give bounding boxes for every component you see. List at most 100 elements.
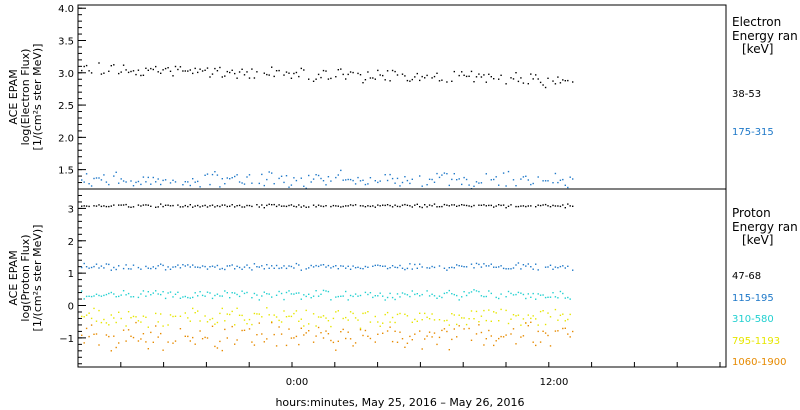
data-point [85, 205, 88, 207]
data-point [480, 204, 483, 206]
data-point [98, 267, 100, 269]
data-point [517, 291, 520, 294]
data-point [253, 292, 256, 295]
data-point [288, 265, 290, 267]
data-point [505, 83, 507, 85]
data-point [421, 75, 423, 78]
data-point [251, 68, 253, 70]
data-point [221, 307, 223, 310]
data-point [189, 320, 191, 322]
data-point [357, 295, 359, 297]
data-point [483, 204, 485, 206]
data-point [88, 267, 90, 269]
data-point [103, 72, 105, 74]
data-point [90, 72, 93, 74]
data-point [367, 335, 369, 337]
data-point [88, 70, 90, 72]
data-point [108, 70, 110, 72]
data-point [557, 205, 559, 207]
data-point [394, 266, 396, 268]
data-point [226, 313, 228, 315]
data-point [214, 206, 216, 208]
data-point [130, 335, 132, 337]
data-point [224, 183, 226, 185]
data-point [500, 335, 502, 338]
data-point [110, 65, 112, 67]
data-point [340, 265, 342, 267]
data-point [155, 65, 157, 68]
data-point [409, 182, 411, 185]
data-point [522, 335, 525, 337]
data-point [241, 290, 243, 292]
data-point [108, 183, 110, 186]
data-point [103, 294, 105, 297]
series-1060-1900 [81, 321, 574, 352]
data-point [179, 206, 182, 208]
data-point [179, 297, 182, 299]
data-point [419, 79, 421, 82]
data-point [256, 334, 258, 336]
data-point [342, 179, 344, 181]
data-point [544, 332, 547, 334]
data-point [219, 340, 221, 343]
data-point [169, 70, 172, 72]
data-point [411, 339, 413, 341]
data-point [113, 204, 115, 206]
data-point [243, 206, 246, 208]
data-point [480, 315, 483, 317]
data-point [446, 81, 448, 83]
data-point [431, 178, 433, 181]
data-point [271, 296, 273, 298]
data-point [495, 205, 497, 207]
data-point [256, 204, 258, 206]
data-point [572, 269, 574, 271]
data-point [431, 336, 433, 338]
data-point [83, 316, 85, 318]
data-point [224, 268, 226, 271]
proton-legend-entry-795-1193: 795-1193 [732, 336, 780, 347]
data-point [315, 335, 317, 337]
proton-y-tick-label: 0 [68, 302, 74, 313]
data-point [100, 179, 103, 181]
data-point [108, 324, 110, 326]
data-point [211, 173, 214, 176]
data-point [451, 178, 453, 181]
data-point [424, 338, 426, 340]
data-point [478, 73, 480, 75]
data-point [345, 179, 347, 181]
data-point [535, 318, 537, 320]
data-point [505, 334, 507, 336]
data-point [283, 298, 285, 301]
data-point [530, 321, 532, 323]
data-point [458, 325, 460, 327]
data-point [461, 71, 463, 73]
data-point [544, 180, 547, 182]
data-point [539, 310, 542, 313]
data-point [137, 340, 140, 342]
data-point [431, 77, 433, 79]
data-point [187, 181, 189, 183]
data-point [502, 172, 505, 174]
data-point [428, 204, 431, 206]
data-point [320, 316, 322, 318]
data-point [549, 264, 552, 266]
data-point [283, 181, 285, 184]
data-point [473, 81, 475, 83]
data-point [248, 204, 251, 207]
data-point [95, 293, 98, 295]
data-point [256, 71, 258, 73]
data-point [495, 176, 497, 178]
data-point [567, 318, 569, 321]
data-point [530, 317, 532, 320]
data-point [453, 173, 455, 175]
data-point [300, 177, 302, 179]
data-point [258, 313, 260, 315]
data-point [322, 180, 325, 182]
data-point [135, 321, 137, 324]
data-point [419, 330, 421, 332]
data-point [280, 292, 283, 295]
data-point [557, 181, 559, 184]
proton-ylabel-line-3: [1/(cm²s ster MeV)] [31, 225, 44, 332]
data-point [105, 334, 108, 336]
data-point [118, 311, 120, 313]
